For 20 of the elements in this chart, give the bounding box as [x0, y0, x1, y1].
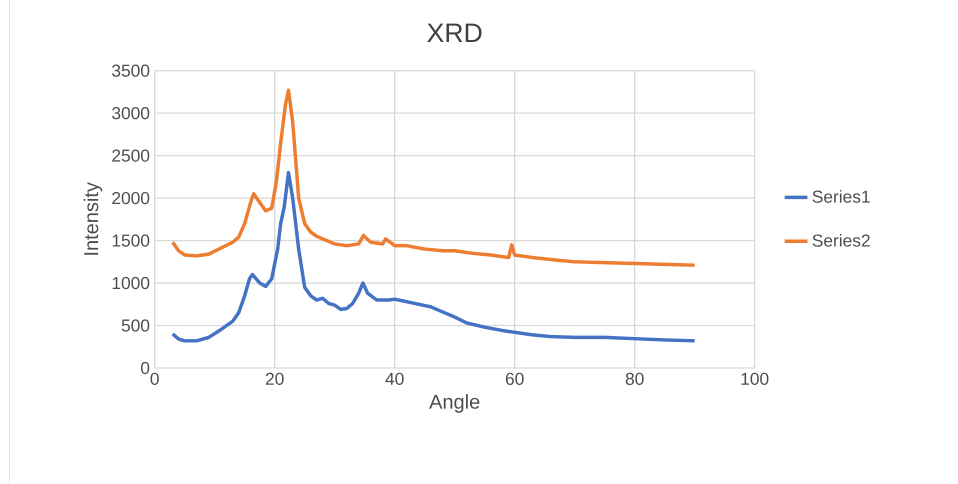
- x-tick-label: 40: [385, 372, 404, 385]
- y-tick-label: 2500: [112, 149, 150, 162]
- x-tick-label: 0: [150, 372, 159, 385]
- y-tick-label: 500: [122, 319, 150, 332]
- y-tick-label: 2000: [112, 192, 150, 204]
- y-axis-title: Intensity: [84, 182, 102, 255]
- chart-title: XRD: [427, 24, 482, 42]
- y-tick-label: 3000: [112, 106, 150, 120]
- x-tick-label: 100: [742, 372, 768, 385]
- legend-label: Series2: [812, 234, 870, 247]
- y-tick-label: 3500: [112, 64, 150, 77]
- y-tick-label: 1000: [112, 276, 150, 290]
- legend-label: Series1: [812, 190, 870, 203]
- x-tick-label: 60: [506, 372, 524, 385]
- x-tick-label: 20: [266, 372, 284, 385]
- line-series: [170, 170, 696, 343]
- y-tick-label: 1500: [112, 234, 150, 247]
- x-tick-label: 80: [626, 372, 644, 385]
- x-axis-title: Angle: [429, 394, 480, 413]
- y-tick-label: 0: [140, 362, 150, 374]
